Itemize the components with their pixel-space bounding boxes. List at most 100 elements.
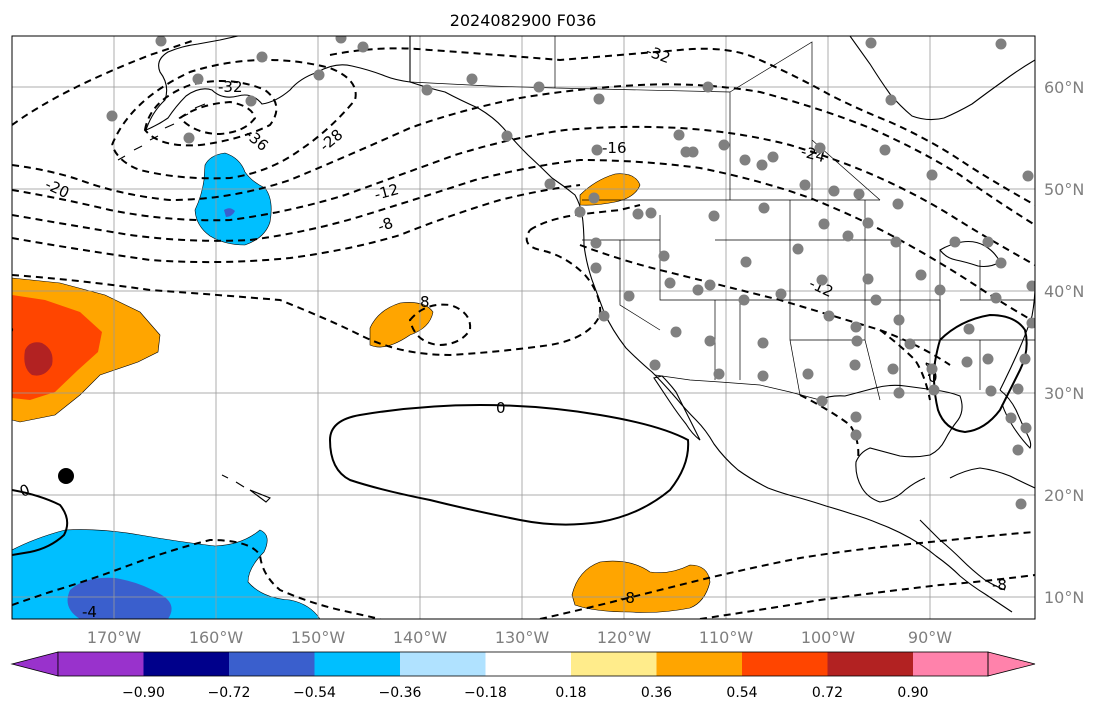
- lon-label: 140°W: [393, 628, 448, 647]
- contour-label: -8: [375, 214, 395, 236]
- zero-contours: [12, 313, 1028, 556]
- lon-label: 110°W: [699, 628, 754, 647]
- lon-label: 160°W: [189, 628, 244, 647]
- north-america-west-coast: [409, 81, 1013, 613]
- station-marker: [574, 206, 586, 218]
- lon-label: 120°W: [597, 628, 652, 647]
- station-marker: [792, 243, 804, 255]
- station-marker: [632, 208, 644, 220]
- lat-label: 60°N: [1044, 78, 1084, 97]
- station-marker: [926, 169, 938, 181]
- florida-peninsula: [999, 389, 1032, 449]
- station-marker: [1005, 412, 1017, 424]
- us-mexico-border: [654, 374, 821, 401]
- colorbar-swatch: [827, 652, 913, 676]
- longitude-labels: 170°W 160°W 150°W 140°W 130°W 120°W 110°…: [87, 628, 952, 647]
- station-marker: [588, 192, 600, 204]
- station-marker: [892, 198, 904, 210]
- colorbar-swatch: [314, 652, 400, 676]
- contour-label: -8: [992, 576, 1007, 594]
- station-marker: [106, 110, 118, 122]
- colorbar-swatch: [143, 652, 229, 676]
- station-marker: [799, 179, 811, 191]
- station-marker: [756, 159, 768, 171]
- contour-minus-20: [12, 83, 1035, 226]
- station-marker: [995, 38, 1007, 50]
- station-marker: [885, 94, 897, 106]
- station-marker: [649, 359, 661, 371]
- station-marker: [718, 139, 730, 151]
- station-marker: [870, 294, 882, 306]
- colorbar-tick-label: −0.36: [379, 685, 422, 701]
- contour-minus-12: [12, 158, 1035, 323]
- station-marker: [767, 151, 779, 163]
- colorbar-swatch: [742, 652, 828, 676]
- station-marker: [850, 411, 862, 423]
- station-marker: [990, 292, 1002, 304]
- colorbar-swatch: [571, 652, 657, 676]
- station-marker: [862, 217, 874, 229]
- alaska-coast: [145, 36, 411, 131]
- lat-label: 20°N: [1044, 486, 1084, 505]
- station-marker: [757, 370, 769, 382]
- positive-anomaly-east-pacific: [571, 560, 711, 613]
- station-markers: [106, 36, 1035, 510]
- latitude-labels: 60°N 50°N 40°N 30°N 20°N 10°N: [1044, 78, 1084, 607]
- station-marker: [593, 93, 605, 105]
- station-marker: [738, 294, 750, 306]
- station-marker: [757, 337, 769, 349]
- station-marker: [533, 81, 545, 93]
- colorbar-tick-label: 0.36: [641, 685, 672, 701]
- contour-minus-28: [111, 58, 357, 180]
- contour-central-pacific-closed: [408, 303, 472, 347]
- station-marker: [949, 236, 961, 248]
- station-marker: [887, 363, 899, 375]
- station-marker: [982, 236, 994, 248]
- lon-label: 90°W: [908, 628, 952, 647]
- colorbar-swatch: [229, 652, 315, 676]
- station-marker: [421, 84, 433, 96]
- station-marker: [704, 279, 716, 291]
- contour-label: 0: [496, 399, 506, 417]
- station-marker: [961, 356, 973, 368]
- us-states-west: [582, 215, 866, 380]
- station-marker: [702, 81, 714, 93]
- station-marker: [982, 353, 994, 365]
- station-marker: [713, 368, 725, 380]
- station-marker: [934, 284, 946, 296]
- station-marker: [183, 132, 195, 144]
- contour-closed-low-minus-32: [143, 80, 278, 147]
- contour-minus-4: [529, 204, 951, 366]
- station-marker: [645, 207, 657, 219]
- station-marker: [1019, 353, 1031, 365]
- station-marker: [893, 387, 905, 399]
- map-area: [12, 36, 1035, 619]
- station-marker: [904, 338, 916, 350]
- station-marker: [849, 359, 861, 371]
- station-marker: [708, 210, 720, 222]
- colorbar-tick-label: 0.90: [897, 685, 928, 701]
- zero-contour-southeast-us: [933, 313, 1028, 434]
- station-marker: [851, 335, 863, 347]
- contour-west-pacific-dashed: [12, 229, 602, 357]
- contour-label: 0: [928, 368, 938, 386]
- colorbar-tick-label: −0.90: [122, 685, 165, 701]
- station-marker: [1012, 383, 1024, 395]
- station-marker: [313, 69, 325, 81]
- station-marker: [816, 274, 828, 286]
- map-title: 2024082900 F036: [450, 11, 597, 30]
- lat-label: 10°N: [1044, 588, 1084, 607]
- station-marker: [853, 188, 865, 200]
- contour-tropical-dashed: [539, 531, 1035, 619]
- station-marker: [192, 73, 204, 85]
- very-strong-positive-anomaly-core: [24, 342, 53, 376]
- colorbar-swatch: [400, 652, 486, 676]
- colorbar-high-extend: [987, 651, 1036, 677]
- contour-minus-24: [12, 39, 1035, 206]
- colorbar-low-extend: [10, 651, 59, 677]
- station-marker: [466, 73, 478, 85]
- station-marker: [879, 144, 891, 156]
- contour-label: -8: [620, 589, 635, 607]
- colorbar-swatch: [485, 652, 571, 676]
